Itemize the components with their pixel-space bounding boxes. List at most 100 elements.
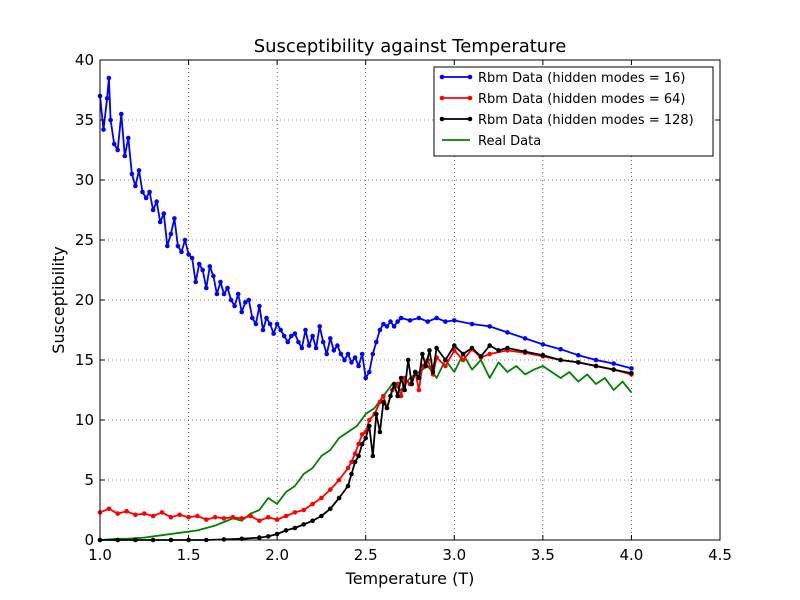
- data-point: [200, 267, 205, 273]
- data-point: [469, 321, 475, 327]
- data-point: [310, 501, 315, 507]
- y-tick-label: 35: [75, 111, 94, 129]
- legend-marker: [467, 116, 473, 122]
- data-point: [398, 375, 404, 381]
- data-point: [402, 387, 408, 393]
- legend-marker: [439, 95, 445, 101]
- data-point: [104, 96, 110, 101]
- data-point: [420, 351, 425, 357]
- data-point: [207, 264, 213, 269]
- legend-marker: [439, 116, 445, 122]
- data-point: [204, 517, 209, 522]
- data-point: [359, 441, 365, 447]
- x-tick-label: 2.5: [354, 546, 378, 564]
- data-point: [168, 514, 174, 520]
- data-point: [395, 319, 400, 324]
- data-point: [359, 432, 365, 437]
- data-point: [101, 127, 106, 132]
- data-point: [363, 435, 369, 441]
- chart-title: Susceptibility against Temperature: [254, 36, 567, 57]
- data-point: [235, 291, 241, 297]
- data-point: [349, 471, 354, 477]
- data-point: [157, 219, 163, 225]
- data-point: [434, 315, 439, 321]
- data-point: [367, 369, 372, 375]
- data-point: [122, 153, 128, 159]
- data-point: [434, 345, 439, 351]
- data-point: [430, 369, 436, 375]
- data-point: [425, 319, 431, 324]
- data-point: [143, 195, 149, 201]
- data-point: [239, 309, 244, 315]
- data-point: [232, 303, 237, 309]
- legend-marker: [467, 74, 473, 80]
- data-point: [522, 349, 528, 354]
- data-point: [266, 514, 271, 520]
- data-point: [168, 231, 174, 237]
- data-point: [142, 511, 147, 516]
- legend-box: [433, 66, 714, 157]
- data-point: [395, 393, 400, 399]
- data-point: [119, 111, 124, 117]
- data-point: [496, 348, 501, 353]
- data-point: [611, 367, 616, 372]
- y-tick-label: 30: [75, 171, 94, 189]
- data-point: [193, 279, 198, 285]
- data-point: [281, 333, 287, 339]
- data-point: [349, 459, 354, 465]
- data-point: [150, 513, 156, 519]
- data-point: [248, 513, 253, 519]
- data-point: [292, 331, 298, 336]
- data-point: [106, 506, 112, 512]
- data-point: [377, 429, 383, 435]
- data-point: [257, 303, 262, 309]
- data-point: [159, 510, 165, 515]
- data-point: [328, 336, 333, 341]
- data-point: [460, 351, 466, 357]
- data-point: [377, 399, 383, 405]
- data-point: [129, 171, 135, 177]
- data-point: [221, 516, 227, 521]
- data-point: [370, 453, 376, 459]
- data-point: [319, 513, 324, 519]
- series-2: [97, 343, 634, 543]
- data-point: [611, 361, 616, 366]
- data-point: [133, 512, 138, 518]
- data-point: [342, 357, 347, 363]
- data-point: [593, 357, 599, 363]
- data-point: [214, 291, 220, 297]
- legend-marker: [439, 74, 445, 80]
- series-0: [97, 75, 634, 381]
- data-point: [126, 135, 131, 141]
- data-point: [487, 324, 493, 329]
- data-point: [267, 321, 273, 327]
- data-point: [423, 363, 429, 369]
- data-point: [257, 535, 262, 540]
- data-point: [140, 189, 145, 195]
- legend-entry-label: Rbm Data (hidden modes = 64): [478, 92, 685, 107]
- data-point: [246, 297, 252, 303]
- data-point: [172, 216, 177, 221]
- data-point: [212, 514, 218, 520]
- legend: Rbm Data (hidden modes = 16) Rbm Data (hi…: [433, 66, 714, 157]
- y-tick-label: 40: [75, 51, 94, 69]
- x-tick-label: 3.5: [531, 546, 555, 564]
- data-point: [381, 321, 386, 327]
- y-tick-label: 20: [75, 291, 94, 309]
- data-point: [310, 333, 315, 339]
- data-point: [204, 285, 209, 291]
- data-point: [558, 357, 563, 363]
- data-point: [179, 249, 184, 255]
- data-point: [133, 183, 138, 189]
- data-point: [289, 333, 294, 339]
- data-point: [175, 243, 181, 249]
- data-point: [257, 518, 262, 524]
- x-tick-label: 1.5: [177, 546, 201, 564]
- data-point: [505, 330, 510, 335]
- data-point: [443, 319, 448, 324]
- data-point: [124, 508, 129, 514]
- data-point: [306, 343, 312, 348]
- data-point: [398, 393, 404, 399]
- data-point: [274, 321, 280, 327]
- data-point: [388, 319, 393, 324]
